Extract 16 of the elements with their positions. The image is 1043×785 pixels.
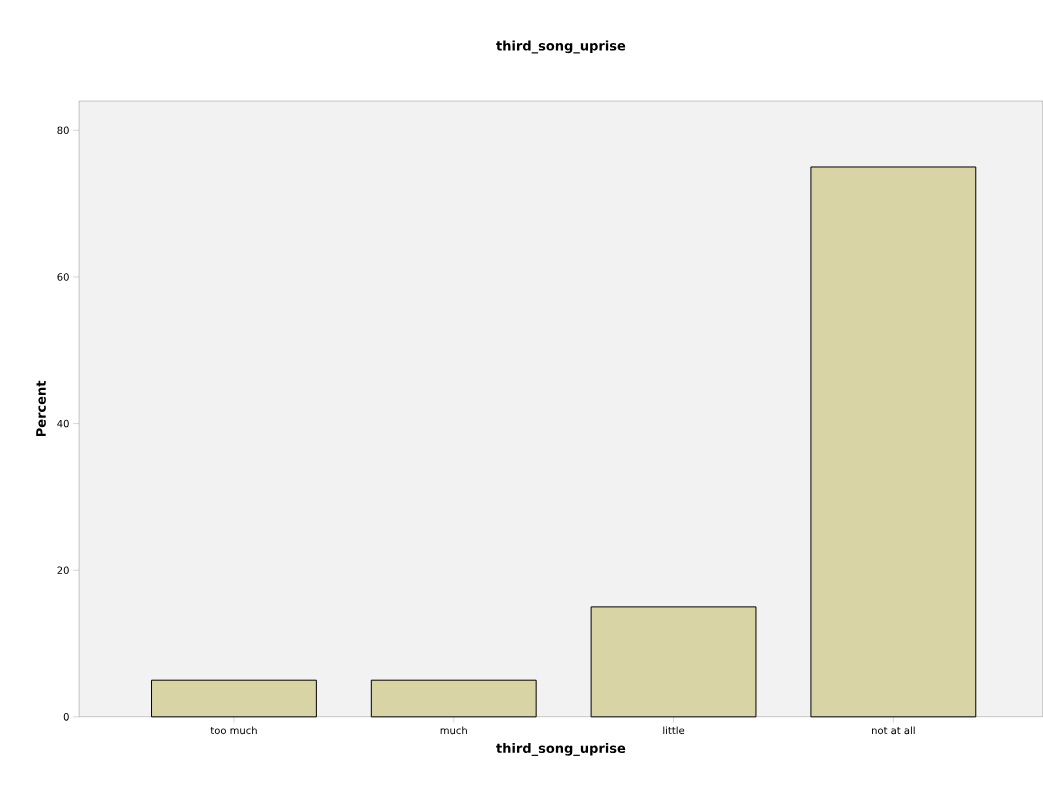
y-tick-label: 20 bbox=[57, 566, 69, 575]
y-tick-label: 80 bbox=[57, 126, 69, 135]
bar bbox=[370, 679, 537, 718]
bar bbox=[590, 606, 757, 718]
x-tick-label: too much bbox=[210, 726, 257, 735]
x-tick-label: much bbox=[440, 726, 467, 735]
y-tick-label: 60 bbox=[57, 273, 69, 281]
y-tick-label: 0 bbox=[63, 713, 69, 721]
x-axis-title: third_song_uprise bbox=[496, 743, 626, 757]
bar bbox=[151, 679, 317, 718]
x-tick-label: little bbox=[663, 726, 685, 735]
y-axis-title: Percent bbox=[36, 380, 46, 437]
x-tick-label: not at all bbox=[872, 726, 915, 735]
chart-title: third_song_uprise bbox=[496, 40, 626, 54]
bar bbox=[810, 166, 977, 718]
y-tick-label: 40 bbox=[57, 419, 69, 428]
